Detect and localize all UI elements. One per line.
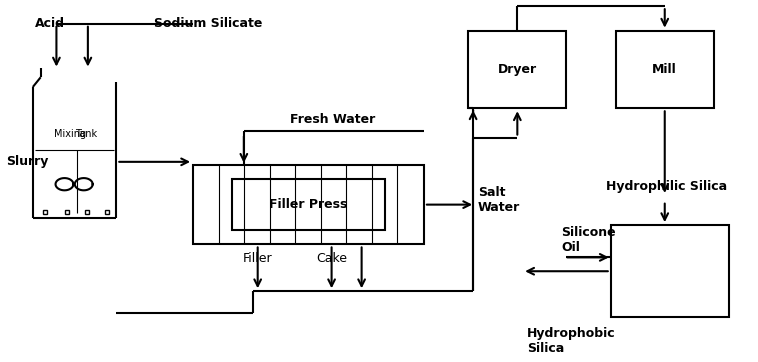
Bar	[611, 225, 728, 317]
Text: Sodium Silicate: Sodium Silicate	[154, 17, 262, 30]
Text: Mixing: Mixing	[54, 129, 86, 139]
Text: Filler Press: Filler Press	[269, 198, 348, 211]
Text: Dryer: Dryer	[498, 63, 537, 76]
Text: Hydrophobic
Silica: Hydrophobic Silica	[527, 327, 615, 355]
Text: Silicone
Oil: Silicone Oil	[562, 226, 616, 254]
Text: Salt
Water: Salt Water	[478, 186, 520, 214]
Text: Filler: Filler	[243, 252, 273, 265]
Text: Hydrophilic Silica: Hydrophilic Silica	[606, 180, 727, 193]
Bar	[232, 179, 385, 230]
Text: Fresh Water: Fresh Water	[290, 113, 375, 126]
Bar	[193, 165, 424, 244]
Text: Cake: Cake	[316, 252, 347, 265]
Text: Slurry: Slurry	[6, 155, 49, 168]
Bar	[615, 30, 714, 108]
Text: Mill: Mill	[653, 63, 677, 76]
Text: Tank: Tank	[75, 129, 97, 139]
Bar	[468, 30, 566, 108]
Text: Acid: Acid	[35, 17, 64, 30]
